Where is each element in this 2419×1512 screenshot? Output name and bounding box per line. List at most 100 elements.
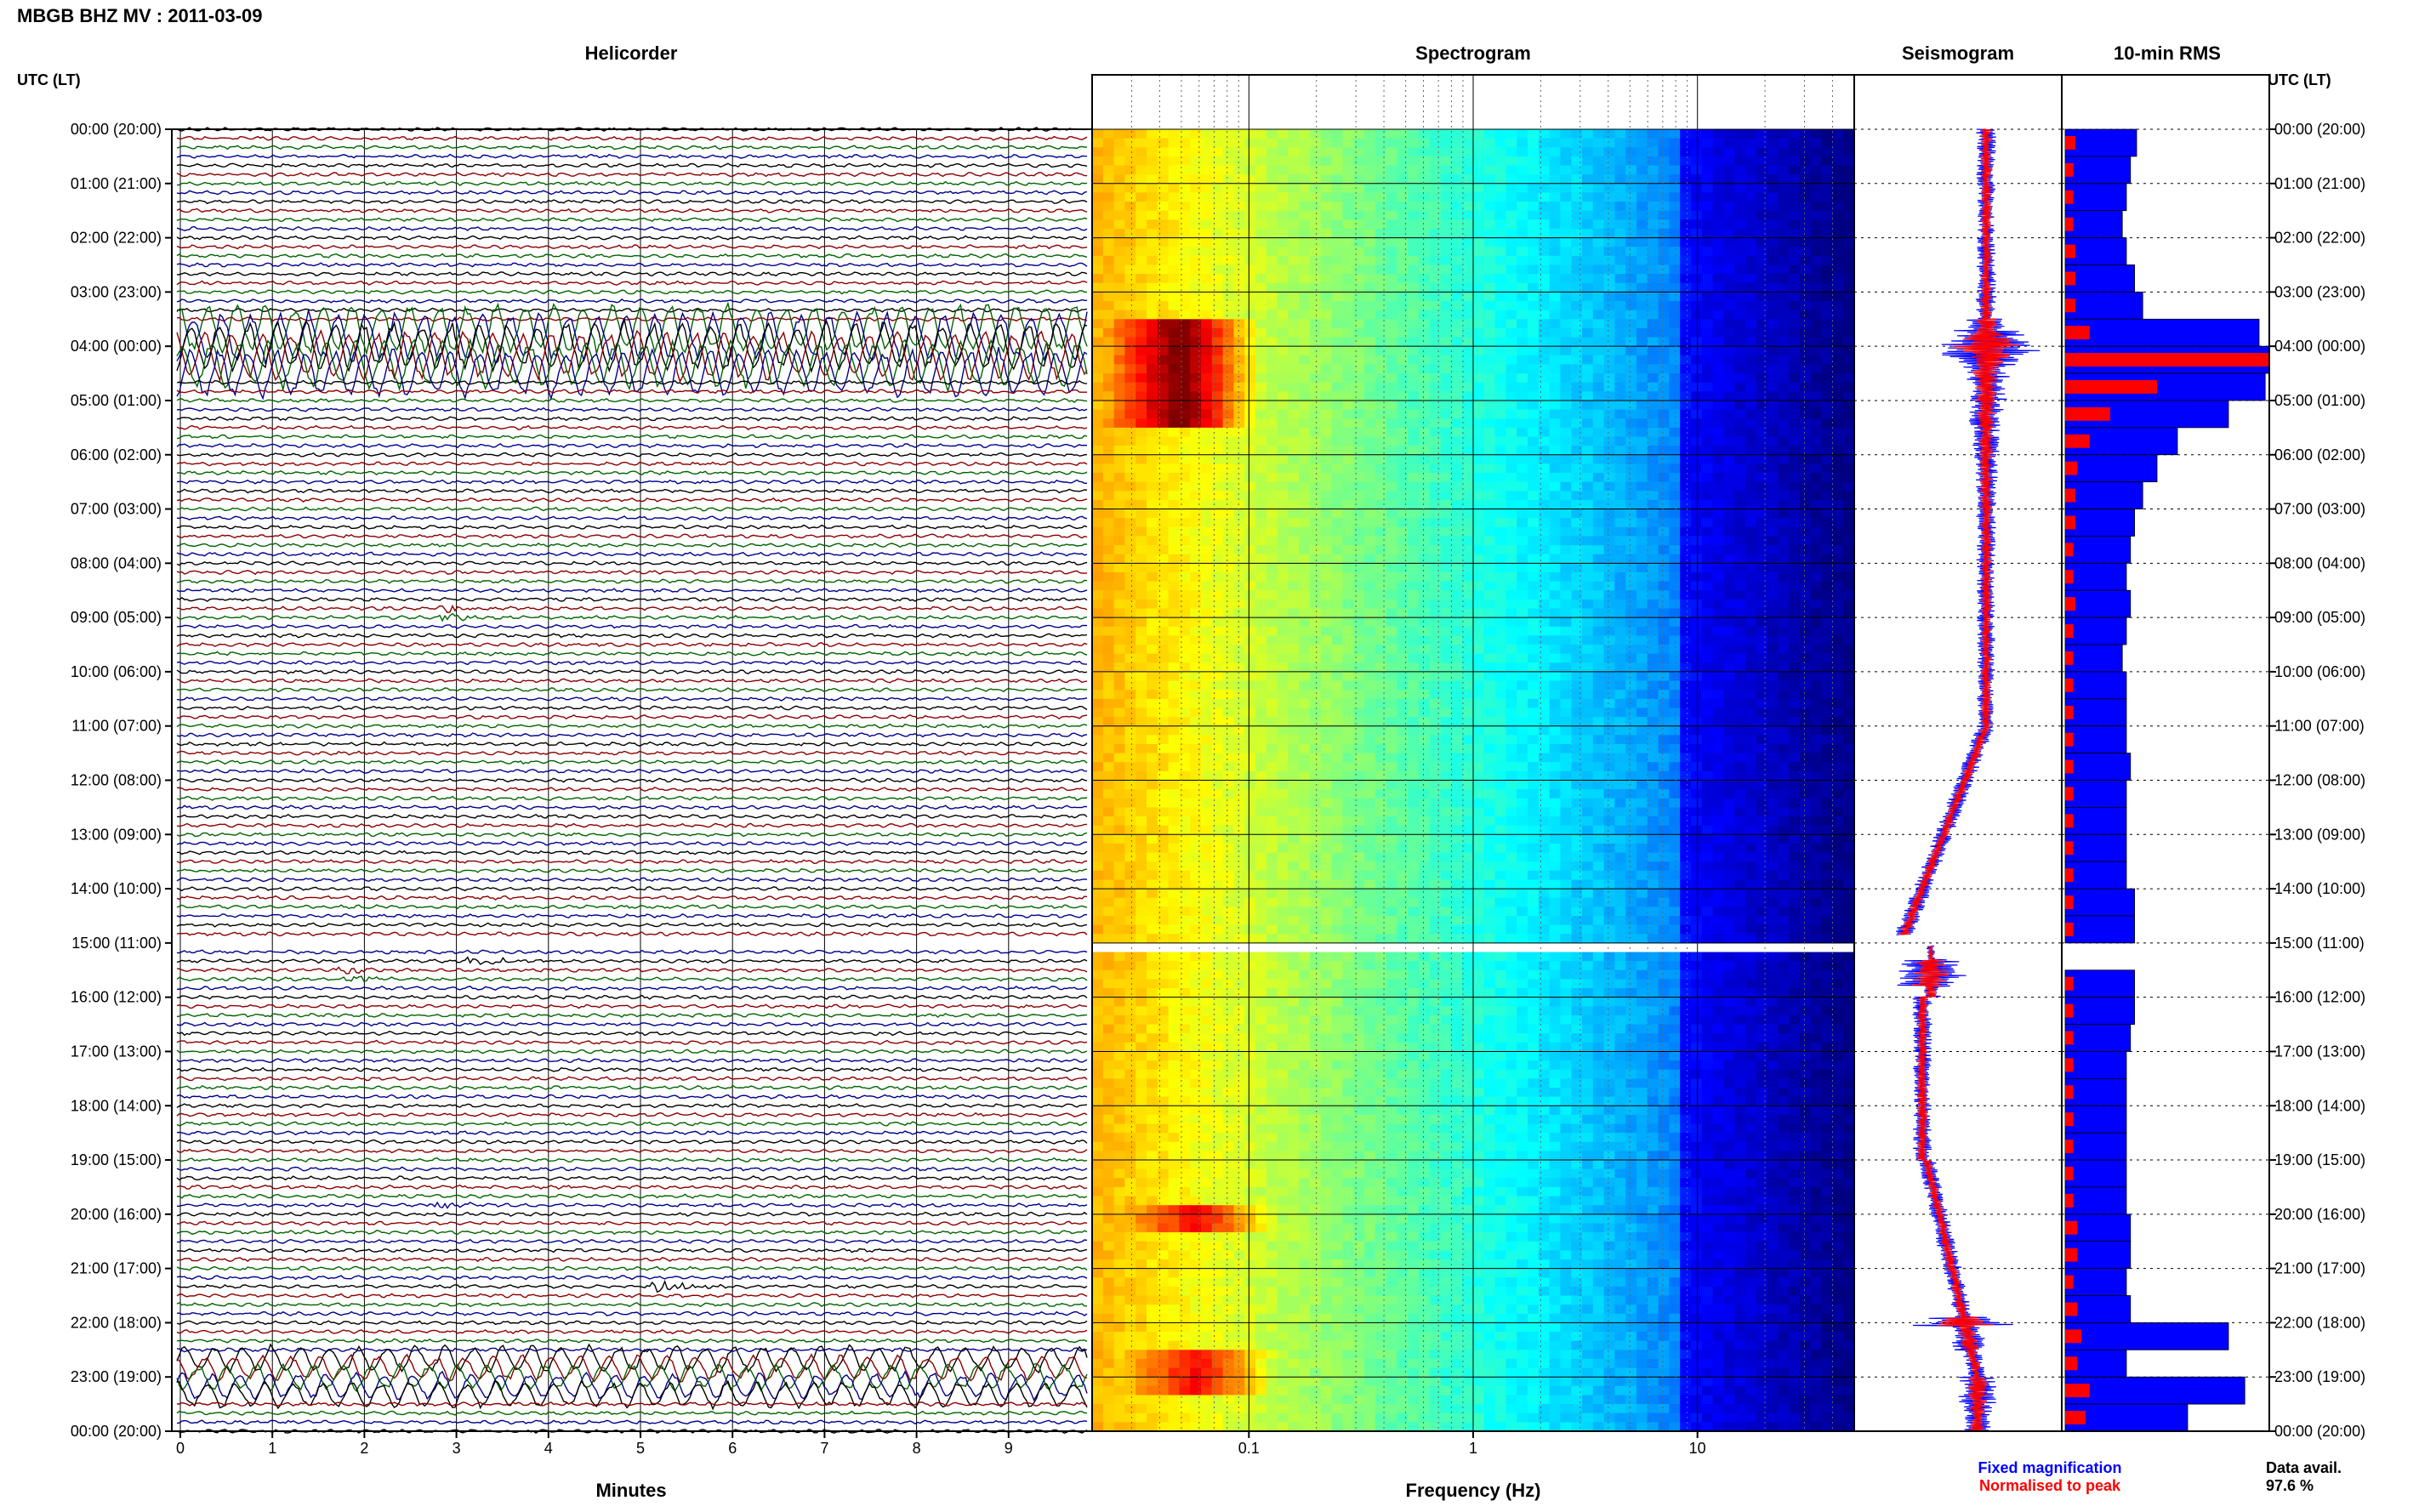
spectrogram-cell: [1603, 617, 1615, 628]
spectrogram-cell: [1451, 382, 1463, 392]
spectrogram-cell: [1745, 355, 1757, 365]
spectrogram-cell: [1201, 590, 1213, 600]
spectrogram-cell: [1190, 264, 1202, 275]
spectrogram-cell: [1255, 391, 1267, 401]
spectrogram-cell: [1669, 717, 1681, 727]
spectrogram-cell: [1320, 491, 1333, 501]
spectrogram-cell: [1745, 210, 1757, 220]
spectrogram-cell: [1244, 237, 1256, 247]
spectrogram-cell: [1647, 346, 1659, 356]
spectrogram-cell: [1136, 346, 1147, 356]
spectrogram-cell: [1299, 645, 1311, 655]
spectrogram-cell: [1386, 590, 1397, 600]
spectrogram-cell: [1277, 491, 1289, 501]
spectrogram-cell: [1756, 735, 1768, 745]
spectrogram-cell: [1800, 147, 1812, 157]
spectrogram-cell: [1408, 391, 1420, 401]
spectrogram-cell: [1603, 327, 1615, 338]
spectrogram-cell: [1734, 536, 1746, 546]
spectrogram-cell: [1201, 427, 1213, 438]
spectrogram-cell: [1310, 183, 1322, 193]
spectrogram-cell: [1767, 147, 1779, 157]
spectrogram-cell: [1092, 599, 1104, 610]
spectrogram-cell: [1582, 192, 1594, 202]
spectrogram-cell: [1778, 183, 1790, 193]
spectrogram-cell: [1723, 210, 1735, 220]
spectrogram-cell: [1505, 138, 1517, 148]
spectrogram-cell: [1147, 518, 1158, 528]
spectrogram-cell: [1528, 680, 1540, 691]
spectrogram-cell: [1462, 337, 1474, 347]
spectrogram-cell: [1375, 255, 1387, 265]
spectrogram-cell: [1592, 653, 1605, 663]
spectrogram-cell: [1320, 608, 1333, 618]
spectrogram-cell: [1582, 174, 1594, 185]
spectrogram-cell: [1473, 572, 1485, 583]
spectrogram-cell: [1277, 717, 1289, 727]
spectrogram-cell: [1440, 446, 1452, 456]
helicorder-trace: [176, 1066, 1088, 1072]
spectrogram-cell: [1473, 599, 1485, 610]
spectrogram-cell: [1636, 717, 1648, 727]
spectrogram-cell: [1614, 499, 1626, 510]
spectrogram-cell: [1124, 717, 1136, 727]
spectrogram-cell: [1179, 481, 1191, 492]
spectrogram-cell: [1113, 581, 1125, 591]
spectrogram-cell: [1756, 572, 1768, 583]
spectrogram-cell: [1136, 418, 1147, 429]
spectrogram-cell: [1201, 129, 1213, 139]
spectrogram-cell: [1789, 690, 1801, 700]
spectrogram-cell: [1571, 653, 1583, 663]
spectrogram-cell: [1571, 282, 1583, 293]
spectrogram-cell: [1440, 599, 1452, 610]
spectrogram-cell: [1756, 138, 1768, 148]
spectrogram-cell: [1419, 391, 1431, 401]
spectrogram-cell: [1113, 717, 1125, 727]
spectrogram-cell: [1745, 572, 1757, 583]
spectrogram-cell: [1505, 599, 1517, 610]
spectrogram-cell: [1810, 653, 1823, 663]
spectrogram-cell: [1767, 391, 1779, 401]
spectrogram-cell: [1483, 138, 1496, 148]
spectrogram-cell: [1124, 653, 1136, 663]
spectrogram-cell: [1386, 645, 1397, 655]
spectrogram-cell: [1451, 427, 1463, 438]
spectrogram-cell: [1375, 563, 1387, 573]
spectrogram-cell: [1113, 617, 1125, 628]
spectrogram-cell: [1658, 192, 1670, 202]
spectrogram-cell: [1440, 247, 1452, 257]
spectrogram-cell: [1320, 129, 1333, 139]
spectrogram-cell: [1669, 481, 1681, 492]
spectrogram-cell: [1244, 373, 1256, 384]
spectrogram-cell: [1723, 671, 1735, 682]
spectrogram-cell: [1408, 355, 1420, 365]
spectrogram-cell: [1647, 554, 1659, 564]
spectrogram-cell: [1179, 409, 1191, 419]
spectrogram-cell: [1168, 202, 1180, 212]
spectrogram-cell: [1723, 147, 1735, 157]
spectrogram-cell: [1342, 446, 1354, 456]
spectrogram-cell: [1157, 237, 1170, 247]
spectrogram-cell: [1592, 662, 1605, 673]
spectrogram-cell: [1483, 129, 1496, 139]
spectrogram-cell: [1571, 301, 1583, 311]
spectrogram-cell: [1505, 563, 1517, 573]
spectrogram-cell: [1528, 717, 1540, 727]
spectrogram-cell: [1571, 744, 1583, 754]
spectrogram-cell: [1190, 446, 1202, 456]
helicorder-trace: [176, 956, 1088, 965]
spectrogram-cell: [1723, 183, 1735, 193]
spectrogram-cell: [1592, 572, 1605, 583]
spectrogram-cell: [1821, 409, 1833, 419]
spectrogram-cell: [1462, 192, 1474, 202]
spectrogram-cell: [1756, 725, 1768, 736]
spectrogram-cell: [1528, 536, 1540, 546]
spectrogram-cell: [1767, 735, 1779, 745]
spectrogram-cell: [1320, 427, 1333, 438]
spectrogram-cell: [1429, 183, 1442, 193]
spectrogram-cell: [1124, 725, 1136, 736]
spectrogram-cell: [1157, 129, 1170, 139]
spectrogram-cell: [1528, 409, 1540, 419]
spectrogram-cell: [1266, 310, 1278, 320]
spectrogram-cell: [1756, 373, 1768, 384]
